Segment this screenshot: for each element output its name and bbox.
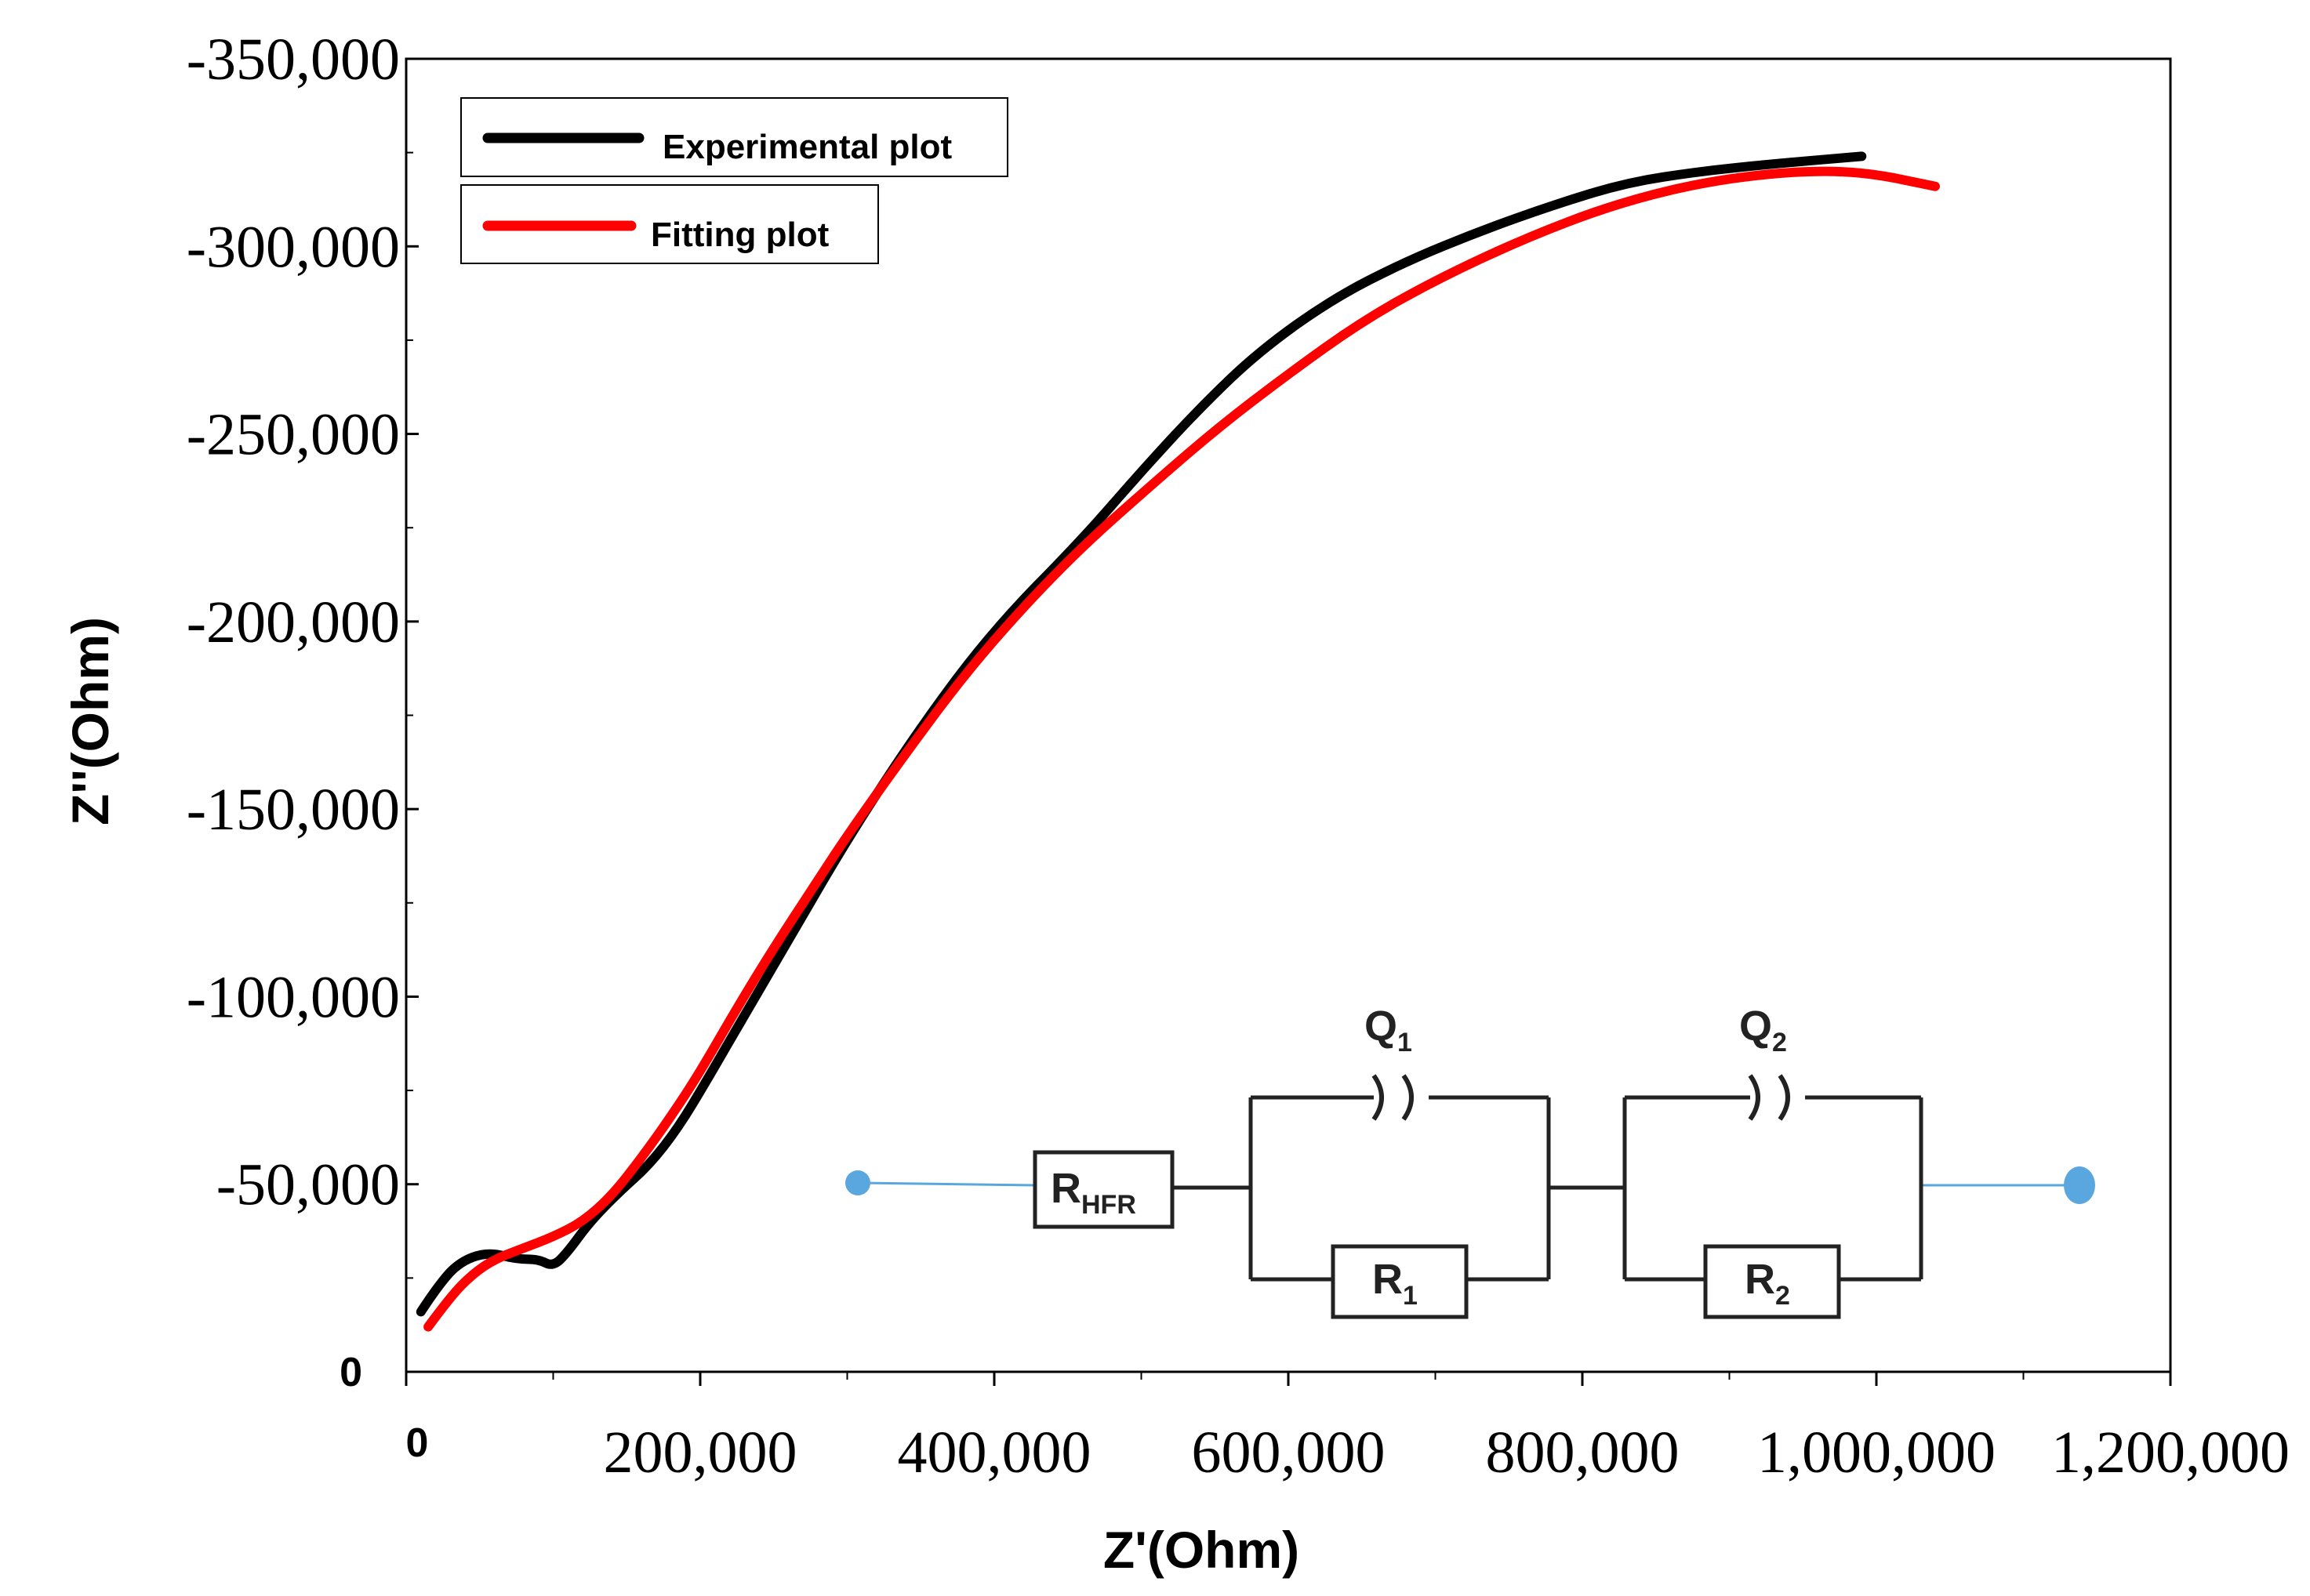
legend-label-fitting: Fitting plot [651, 216, 830, 254]
y-tick-label: -350,000 [187, 27, 400, 92]
x-axis: 0 200,000 400,000 600,000 800,000 1,000,000 1,… [405, 1372, 2290, 1485]
resistor-rhfr-label: RHFR [1051, 1165, 1136, 1220]
cpe-q1-symbol [1371, 1074, 1414, 1121]
y-axis: 0 -50,000 -100,000 -150,000 -200,000 -250,000… [187, 27, 419, 1395]
x-tick-label: 200,000 [604, 1420, 797, 1485]
legend: Experimental plot Fitting plot [460, 97, 1008, 264]
y-axis-label: Z''(Ohm) [61, 617, 119, 825]
y-tick-label: -300,000 [187, 214, 400, 280]
y-tick-label: -50,000 [216, 1152, 400, 1218]
legend-label-experimental: Experimental plot [663, 128, 953, 166]
x-tick-label: 600,000 [1192, 1420, 1386, 1485]
x-tick-label: 1,000,000 [1757, 1420, 1996, 1485]
x-tick-label: 800,000 [1486, 1420, 1680, 1485]
resistor-r2 [1703, 1244, 1841, 1319]
cpe-q1-label: Q1 [1364, 1003, 1412, 1057]
circuit-lead-left [857, 1181, 1036, 1187]
y-tick-label: 0 [340, 1350, 362, 1395]
series-layer [416, 151, 1940, 1332]
equivalent-circuit-inset: RHFR Q1 R1 Q2 R2 [845, 1003, 2095, 1319]
y-tick-label: -150,000 [187, 777, 400, 843]
x-tick-label: 0 [406, 1420, 429, 1466]
y-tick-label: -100,000 [187, 964, 400, 1030]
resistor-r1-label: R1 [1372, 1256, 1418, 1311]
y-tick-label: -250,000 [187, 402, 400, 468]
circuit-terminal-right [2064, 1166, 2095, 1204]
x-tick-label: 1,200,000 [2051, 1420, 2290, 1485]
resistor-r1 [1331, 1244, 1469, 1319]
circuit-terminal-left [845, 1170, 870, 1195]
y-tick-label: -200,000 [187, 589, 400, 655]
circuit-wiring [1172, 1095, 1923, 1282]
resistor-r2-label: R2 [1745, 1256, 1790, 1311]
cpe-q2-symbol [1748, 1074, 1790, 1121]
x-axis-label: Z'(Ohm) [1103, 1521, 1299, 1579]
x-tick-label: 400,000 [898, 1420, 1091, 1485]
resistor-rhfr [1033, 1150, 1175, 1229]
cpe-q2-label: Q2 [1739, 1003, 1787, 1057]
series-fitting-line [423, 166, 1940, 1332]
series-experimental-line [416, 151, 1867, 1317]
